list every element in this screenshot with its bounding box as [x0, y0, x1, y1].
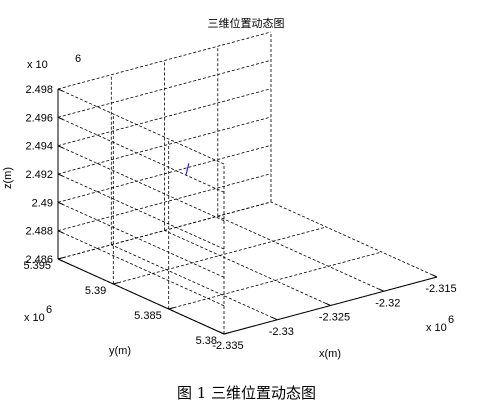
- z-tick-label: 2.488: [25, 226, 53, 238]
- left-wall-grid-line: [57, 145, 225, 222]
- floor-grid-line: [168, 251, 382, 310]
- y-tick-mark: [113, 282, 119, 285]
- left-wall-grid-line: [57, 88, 225, 165]
- x-tick-mark: [378, 288, 385, 292]
- z-axis-label: z(m): [2, 167, 14, 189]
- x-tick-mark: [325, 302, 331, 306]
- right-wall-grid-line: [57, 173, 272, 232]
- z-multiplier-text: x 10: [27, 59, 48, 71]
- right-wall-grid-line: [57, 59, 272, 118]
- z-tick-mark: [57, 201, 64, 205]
- z-tick-mark: [57, 145, 64, 149]
- x-tick-mark: [272, 316, 278, 321]
- axes: -2.335 -2.33 -2.325 -2.32 -2.315 5.38 5.385 5.3…: [23, 84, 456, 352]
- z-tick-label: 2.496: [25, 112, 53, 124]
- x-tick-label: -2.315: [425, 283, 456, 295]
- x-axis-label: x(m): [319, 348, 341, 360]
- y-tick-mark: [168, 307, 174, 310]
- x-tick-label: -2.325: [319, 312, 350, 324]
- x-tick-mark: [431, 274, 438, 278]
- y-multiplier-text: x 10: [24, 312, 45, 324]
- z-tick-mark: [57, 116, 64, 120]
- y-tick-mark: [57, 257, 64, 260]
- y-axis-line: [57, 258, 225, 335]
- y-multiplier-exponent: 6: [46, 304, 52, 316]
- floor-grid-line: [111, 244, 278, 321]
- y-tick-label: 5.385: [134, 310, 162, 322]
- x-tick-label: -2.335: [212, 340, 243, 352]
- floor-grid-line: [164, 230, 331, 306]
- right-wall-grid-line: [57, 144, 272, 203]
- figure-caption: 图 1 三维位置动态图: [176, 384, 317, 402]
- z-tick-label: 2.498: [25, 84, 53, 96]
- z-tick-mark: [57, 88, 64, 92]
- y-tick-label: 5.39: [85, 285, 106, 297]
- x-multiplier-exponent: 6: [448, 314, 454, 326]
- z-tick-label: 2.492: [25, 169, 53, 181]
- x-tick-label: -2.33: [269, 326, 294, 338]
- left-wall-grid-line: [57, 201, 225, 278]
- trajectory-series: [185, 163, 190, 176]
- z-tick-mark: [57, 230, 64, 234]
- z-tick-mark: [57, 258, 64, 262]
- right-wall-grid-line: [57, 31, 272, 90]
- z-multiplier-label: x 10 6: [27, 53, 81, 71]
- left-wall-grid-line: [57, 230, 225, 307]
- y-multiplier-label: x 10 6: [24, 304, 52, 324]
- chart-title: 三维位置动态图: [208, 16, 285, 30]
- z-multiplier-exponent: 6: [75, 53, 81, 65]
- left-wall-grid-line: [57, 173, 225, 250]
- floor-grid-line: [270, 201, 438, 278]
- trajectory-line: [185, 163, 190, 176]
- z-tick-label: 2.486: [25, 254, 53, 266]
- z-tick-mark: [57, 173, 64, 177]
- x-multiplier-label: x 10 6: [426, 314, 454, 334]
- right-wall-grid-line: [57, 201, 272, 260]
- right-wall-grid-line: [57, 116, 272, 175]
- y-tick-mark: [223, 332, 230, 335]
- right-wall-grid-line: [57, 88, 272, 147]
- x-tick-mark: [218, 331, 225, 335]
- x-multiplier-text: x 10: [426, 322, 447, 334]
- grid-lines: [57, 31, 438, 335]
- left-wall-grid-line: [57, 116, 225, 193]
- x-tick-label: -2.32: [375, 297, 400, 309]
- z-tick-label: 2.494: [25, 141, 53, 153]
- floor-grid-line: [217, 215, 384, 292]
- y-axis-label: y(m): [109, 345, 131, 357]
- y-tick-label: 5.395: [23, 260, 51, 272]
- y-tick-label: 5.38: [196, 335, 217, 347]
- floor-grid-line: [113, 226, 327, 285]
- z-tick-label: 2.49: [32, 197, 53, 209]
